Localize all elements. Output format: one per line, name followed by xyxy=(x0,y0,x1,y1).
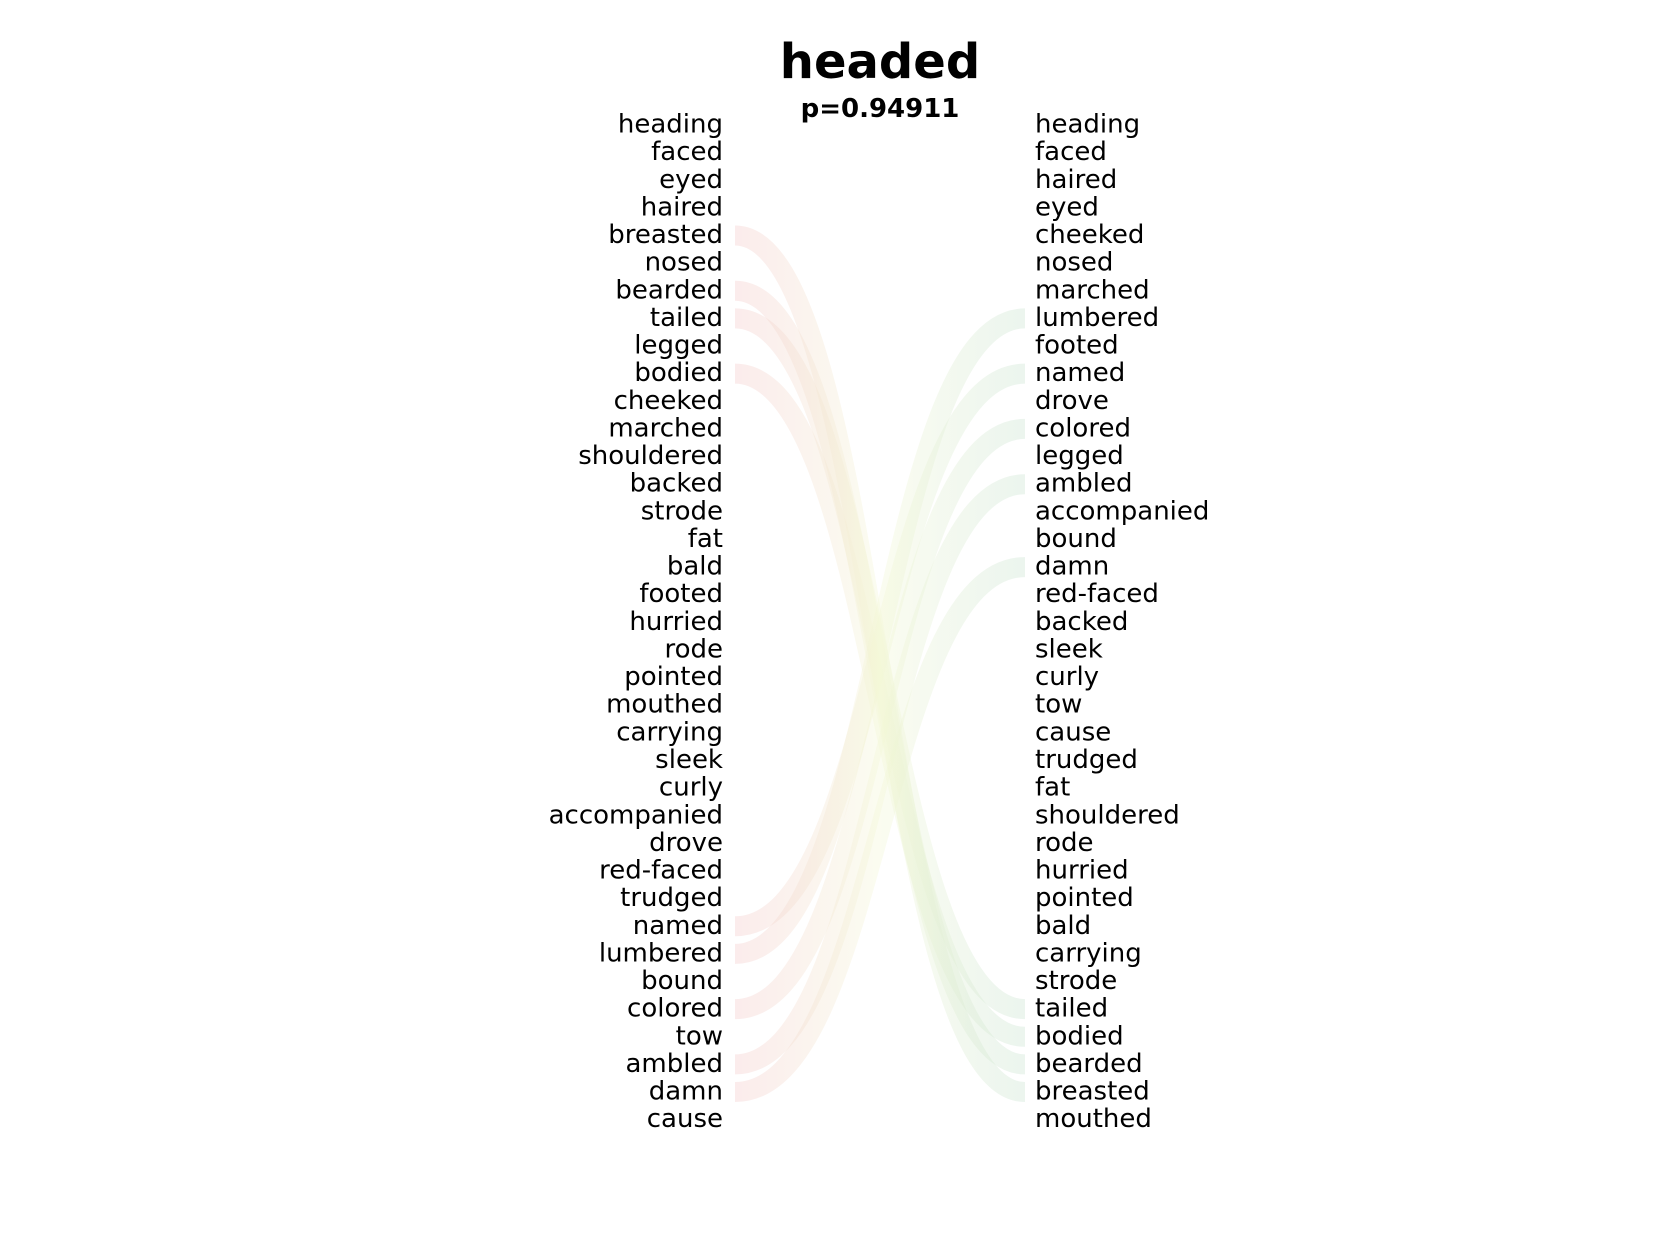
right-word-label: named xyxy=(1035,358,1125,388)
left-word-label: breasted xyxy=(608,220,723,250)
connection-band xyxy=(734,557,1026,1103)
right-word-label: damn xyxy=(1035,552,1109,582)
left-word-label: nosed xyxy=(645,248,723,278)
left-word-label: pointed xyxy=(624,662,723,692)
left-word-label: haired xyxy=(641,192,723,222)
left-word-list: headingfacedeyedhairedbreastednosedbeard… xyxy=(549,110,723,1135)
left-word-label: drove xyxy=(649,828,723,858)
left-word-label: eyed xyxy=(659,165,723,195)
left-word-label: red-faced xyxy=(599,856,723,886)
right-word-label: bald xyxy=(1035,911,1091,941)
right-word-label: tow xyxy=(1035,690,1082,720)
right-word-label: pointed xyxy=(1035,883,1134,913)
left-word-label: bodied xyxy=(634,358,723,388)
connection-band xyxy=(734,418,1026,1020)
left-word-label: cheeked xyxy=(614,386,723,416)
connection-bands xyxy=(733,225,1027,1103)
left-word-label: accompanied xyxy=(549,800,723,830)
left-word-label: legged xyxy=(634,331,723,361)
left-word-label: damn xyxy=(649,1077,723,1107)
right-word-label: mouthed xyxy=(1035,1104,1152,1134)
left-word-label: bound xyxy=(641,966,723,996)
left-word-label: tow xyxy=(676,1021,723,1051)
right-word-label: bearded xyxy=(1035,1049,1143,1079)
right-word-label: colored xyxy=(1035,413,1131,443)
right-word-label: carrying xyxy=(1035,938,1142,968)
chart-subtitle: p=0.94911 xyxy=(801,94,960,124)
left-word-label: strode xyxy=(641,496,723,526)
left-word-label: cause xyxy=(647,1104,723,1134)
left-word-label: hurried xyxy=(629,607,723,637)
right-word-label: tailed xyxy=(1035,994,1108,1024)
left-word-label: heading xyxy=(618,110,723,140)
connection-band xyxy=(734,474,1026,1075)
left-word-label: mouthed xyxy=(606,690,723,720)
right-word-label: ambled xyxy=(1035,469,1133,499)
right-word-label: shouldered xyxy=(1035,800,1180,830)
right-word-label: strode xyxy=(1035,966,1117,996)
right-word-label: sleek xyxy=(1035,634,1103,664)
left-word-label: faced xyxy=(651,137,723,167)
left-word-label: trudged xyxy=(620,883,723,913)
connection-band xyxy=(733,308,1027,964)
left-word-label: rode xyxy=(664,634,723,664)
right-word-label: heading xyxy=(1035,110,1140,140)
left-word-label: curly xyxy=(659,773,723,803)
right-word-label: cause xyxy=(1035,717,1111,747)
left-word-label: named xyxy=(633,911,723,941)
left-word-label: fat xyxy=(688,524,723,554)
right-word-list: headingfacedhairedeyedcheekednosedmarche… xyxy=(1035,110,1209,1135)
right-word-label: fat xyxy=(1035,773,1070,803)
right-word-label: hurried xyxy=(1035,856,1129,886)
right-word-label: backed xyxy=(1035,607,1128,637)
right-word-label: breasted xyxy=(1035,1077,1150,1107)
left-word-label: ambled xyxy=(626,1049,724,1079)
left-word-label: bearded xyxy=(615,275,723,305)
right-word-label: legged xyxy=(1035,441,1124,471)
left-word-label: footed xyxy=(639,579,723,609)
right-word-label: faced xyxy=(1035,137,1107,167)
left-word-label: backed xyxy=(630,469,723,499)
right-word-label: curly xyxy=(1035,662,1099,692)
right-word-label: drove xyxy=(1035,386,1109,416)
left-word-label: shouldered xyxy=(578,441,723,471)
right-word-label: eyed xyxy=(1035,192,1099,222)
right-word-label: cheeked xyxy=(1035,220,1144,250)
right-word-label: marched xyxy=(1035,275,1150,305)
right-word-label: red-faced xyxy=(1035,579,1159,609)
right-word-label: bound xyxy=(1035,524,1117,554)
left-word-label: lumbered xyxy=(599,938,723,968)
left-word-label: tailed xyxy=(650,303,723,333)
right-word-label: haired xyxy=(1035,165,1117,195)
left-word-label: carrying xyxy=(616,717,723,747)
right-word-label: nosed xyxy=(1035,248,1113,278)
left-word-label: marched xyxy=(608,413,723,443)
left-word-label: colored xyxy=(627,994,723,1024)
chart-title: headed xyxy=(780,34,980,90)
left-word-label: sleek xyxy=(655,745,723,775)
right-word-label: rode xyxy=(1035,828,1094,858)
right-word-label: bodied xyxy=(1035,1021,1124,1051)
left-word-label: bald xyxy=(667,552,723,582)
right-word-label: lumbered xyxy=(1035,303,1159,333)
right-word-label: trudged xyxy=(1035,745,1138,775)
right-word-label: accompanied xyxy=(1035,496,1209,526)
right-word-label: footed xyxy=(1035,331,1119,361)
